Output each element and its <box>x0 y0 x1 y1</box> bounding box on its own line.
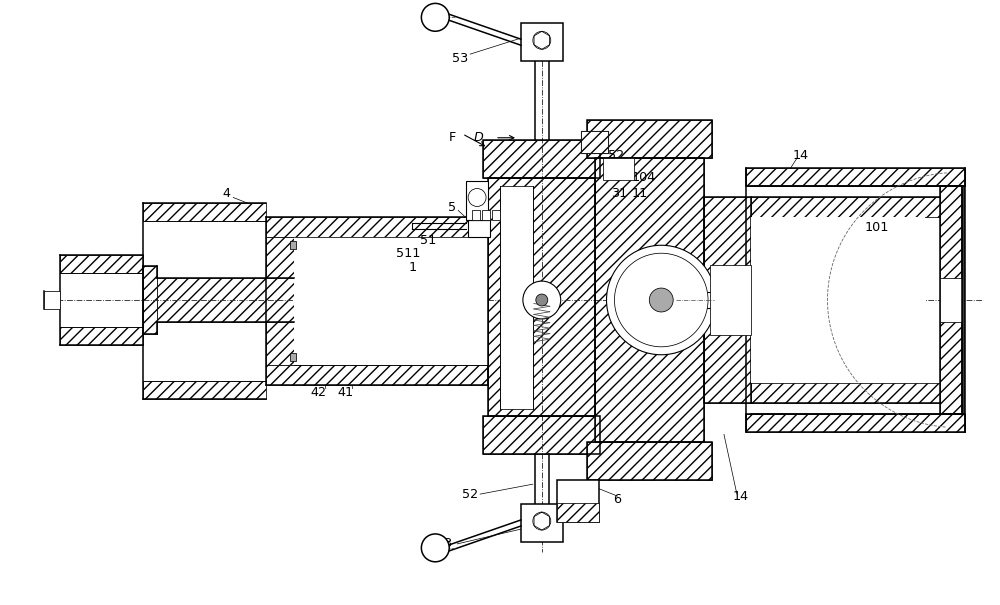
Circle shape <box>468 189 486 206</box>
Bar <box>483 416 600 454</box>
Text: 511: 511 <box>396 247 421 260</box>
Text: 14: 14 <box>733 489 749 503</box>
Bar <box>595 158 704 442</box>
Bar <box>290 241 296 249</box>
Bar <box>746 414 965 433</box>
Circle shape <box>523 281 561 319</box>
Text: 4: 4 <box>222 187 230 200</box>
Bar <box>581 131 608 152</box>
Text: 31: 31 <box>611 187 628 200</box>
Text: 41: 41 <box>338 386 354 399</box>
Bar <box>581 131 608 152</box>
Bar <box>472 211 480 220</box>
Bar <box>587 120 712 158</box>
Bar <box>746 414 965 433</box>
Text: 104: 104 <box>631 171 655 184</box>
Bar <box>521 23 563 61</box>
Circle shape <box>421 534 449 562</box>
Text: 1: 1 <box>408 261 416 273</box>
Text: 53: 53 <box>452 51 468 65</box>
Bar <box>143 266 157 334</box>
Bar <box>266 365 488 385</box>
Text: C: C <box>505 201 514 214</box>
Bar <box>557 503 599 522</box>
Text: 51: 51 <box>420 234 436 247</box>
Bar <box>500 186 533 408</box>
Text: 5: 5 <box>448 201 456 214</box>
Bar <box>603 158 634 180</box>
Bar <box>44 291 60 309</box>
Text: 101: 101 <box>864 221 888 234</box>
Circle shape <box>533 512 551 530</box>
Bar <box>492 211 500 220</box>
Bar <box>157 278 294 322</box>
Bar <box>483 140 600 178</box>
Bar <box>483 416 600 454</box>
Bar <box>266 217 488 237</box>
Bar <box>746 168 965 186</box>
Bar <box>266 237 294 365</box>
Circle shape <box>607 245 716 355</box>
Bar <box>587 442 712 480</box>
Bar <box>60 255 143 273</box>
Bar <box>751 197 940 217</box>
Text: 6: 6 <box>613 492 621 506</box>
Bar <box>751 382 940 402</box>
Text: F: F <box>449 131 456 144</box>
Bar <box>488 178 595 416</box>
Bar <box>557 480 599 522</box>
Bar <box>940 278 962 322</box>
Text: 42: 42 <box>311 386 327 399</box>
Circle shape <box>649 288 673 312</box>
Bar <box>940 186 962 414</box>
Bar <box>587 120 712 158</box>
Bar <box>483 140 600 178</box>
Circle shape <box>536 294 548 306</box>
Bar <box>60 327 143 345</box>
Circle shape <box>421 4 449 31</box>
Bar <box>587 442 712 480</box>
Bar <box>488 178 595 416</box>
Bar <box>294 237 488 365</box>
Bar <box>676 292 714 308</box>
Circle shape <box>533 31 551 49</box>
Bar <box>746 168 965 186</box>
Bar <box>290 353 296 361</box>
Bar <box>143 203 266 221</box>
Bar <box>466 180 488 220</box>
Circle shape <box>614 253 708 347</box>
Bar <box>751 217 925 382</box>
Bar <box>940 186 962 414</box>
Text: 52: 52 <box>462 488 478 500</box>
Bar <box>482 211 490 220</box>
Bar <box>143 381 266 399</box>
Text: 53: 53 <box>436 537 452 551</box>
Text: 11: 11 <box>631 187 647 200</box>
Bar <box>595 158 704 442</box>
Bar <box>704 197 751 402</box>
Bar <box>710 265 751 335</box>
Text: 52: 52 <box>608 149 625 162</box>
Bar <box>468 220 490 237</box>
Text: D: D <box>473 131 483 144</box>
Text: 14: 14 <box>793 149 809 162</box>
Bar <box>521 504 563 542</box>
Bar <box>704 197 751 402</box>
